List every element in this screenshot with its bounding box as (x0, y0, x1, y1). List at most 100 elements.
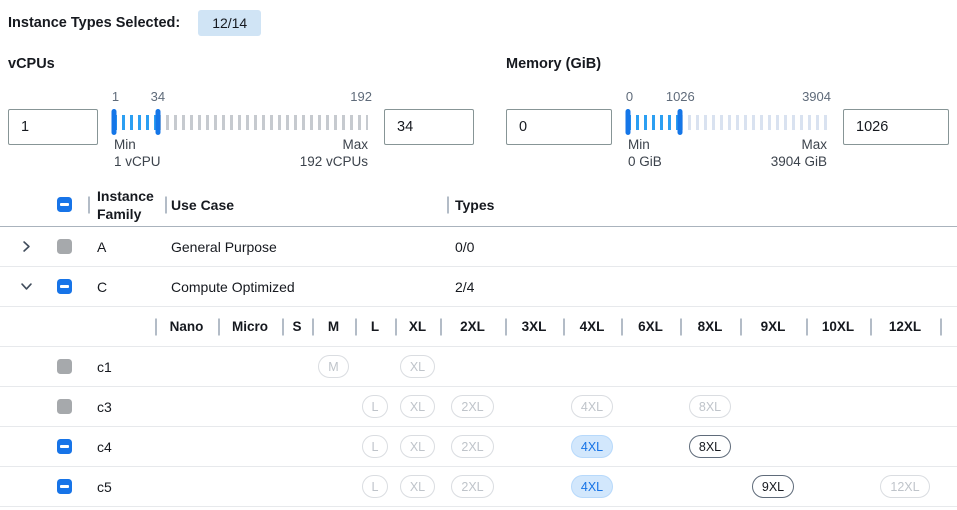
family-use-case: Compute Optimized (171, 278, 295, 295)
size-badge-c4-8xl[interactable]: 8XL (688, 435, 732, 458)
memory-range-slider[interactable]: 0 1026 3904 Min 0 GiB Max (625, 89, 831, 170)
selected-count-badge: 12/14 (198, 10, 262, 36)
vcpus-max-sub: 192 vCPUs (299, 154, 368, 169)
filters-section: vCPUs 1 34 192 Min 1 vCPU (0, 56, 957, 170)
chevron-down-icon[interactable] (20, 280, 33, 293)
size-column-header-micro: Micro (218, 319, 282, 334)
vcpus-slider-inactive-ticks (157, 114, 368, 130)
size-cell-c4-8xl: 8XL (680, 435, 740, 458)
vcpus-slider-value-label: 34 (150, 89, 166, 104)
size-cell-c4-xl: XL (395, 435, 440, 458)
vcpus-range-slider[interactable]: 1 34 192 Min 1 vCPU Max (111, 89, 372, 170)
size-column-header-9xl: 9XL (740, 319, 806, 334)
vcpus-slider-min-label: 1 (111, 89, 120, 104)
column-header-instance-family: Instance Family (88, 187, 165, 223)
size-badge-c3-xl: XL (399, 395, 436, 418)
vcpus-min-title: Min (114, 137, 136, 152)
instance-name-c5: c5 (97, 478, 112, 495)
size-badge-c4-4xl[interactable]: 4XL (570, 435, 614, 458)
size-column-header-8xl: 8XL (680, 319, 740, 334)
size-badge-c3-2xl: 2XL (451, 395, 494, 418)
memory-slider-active-ticks (628, 114, 681, 130)
checkbox-cell (40, 399, 88, 414)
vcpus-max-input[interactable] (384, 109, 474, 145)
size-badge-c5-2xl: 2XL (451, 475, 494, 498)
vcpus-slider-left-handle[interactable] (111, 109, 117, 135)
vcpus-slider-active-ticks (114, 114, 158, 130)
instance-row-c4: c4 L XL 2XL 4XL 8XL (0, 427, 957, 467)
memory-slider-right-handle[interactable] (677, 109, 683, 135)
family-row-a[interactable]: A General Purpose 0/0 (0, 227, 957, 267)
checkbox-c4[interactable] (57, 439, 72, 454)
memory-min-input[interactable] (506, 109, 612, 145)
size-cell-c3-l: L (355, 395, 395, 418)
checkbox-c1 (57, 359, 72, 374)
size-column-header-s: S (282, 319, 312, 334)
selection-summary-bar: Instance Types Selected: 12/14 (0, 0, 957, 36)
checkbox-cell (40, 439, 88, 454)
select-all-checkbox[interactable] (57, 197, 72, 212)
memory-min-sub: 0 GiB (628, 154, 662, 169)
size-column-header-6xl: 6XL (621, 319, 680, 334)
memory-slider-min-label: 0 (625, 89, 634, 104)
selected-types-label: Instance Types Selected: (8, 15, 181, 31)
checkbox-family-c[interactable] (57, 279, 72, 294)
size-badge-c5-4xl[interactable]: 4XL (570, 475, 614, 498)
family-letter: A (97, 238, 107, 255)
size-badge-c4-xl: XL (399, 435, 436, 458)
family-row-c[interactable]: C Compute Optimized 2/4 (0, 267, 957, 307)
size-column-header-4xl: 4XL (563, 319, 621, 334)
size-cell-c3-xl: XL (395, 395, 440, 418)
size-column-header-12xl: 12XL (870, 319, 940, 334)
vcpus-min-sub: 1 vCPU (114, 154, 161, 169)
size-column-header-xl: XL (395, 319, 440, 334)
size-badge-c1-xl: XL (399, 355, 436, 378)
size-column-header-2xl: 2XL (440, 319, 505, 334)
instance-family-table: Instance Family Use Case Types A General… (0, 183, 957, 507)
size-cell-c5-l: L (355, 475, 395, 498)
size-cell-c5-2xl: 2XL (440, 475, 505, 498)
size-badge-c4-l: L (361, 435, 389, 458)
size-cell-c4-l: L (355, 435, 395, 458)
vcpus-slider-labels: 1 34 192 (111, 89, 372, 109)
checkbox-c3 (57, 399, 72, 414)
size-badge-c3-l: L (361, 395, 389, 418)
size-cell-c3-8xl: 8XL (680, 395, 740, 418)
memory-label: Memory (GiB) (506, 56, 602, 72)
size-column-header-nano: Nano (155, 319, 218, 334)
vcpus-min-input[interactable] (8, 109, 98, 145)
memory-slider-value-label: 1026 (665, 89, 695, 104)
size-badge-c5-l: L (361, 475, 389, 498)
memory-min-title: Min (628, 137, 650, 152)
table-header-row: Instance Family Use Case Types (0, 183, 957, 227)
size-cell-c1-xl: XL (395, 355, 440, 378)
vcpus-filter: vCPUs 1 34 192 Min 1 vCPU (8, 56, 474, 170)
size-cell-c5-xl: XL (395, 475, 440, 498)
size-cell-c5-4xl: 4XL (563, 475, 621, 498)
memory-slider-inactive-ticks (680, 114, 827, 130)
vcpus-slider-track (111, 109, 368, 135)
memory-slider-left-handle[interactable] (625, 109, 631, 135)
size-cell-c3-2xl: 2XL (440, 395, 505, 418)
chevron-right-icon[interactable] (20, 240, 33, 253)
memory-slider-max-label: 3904 (802, 89, 831, 104)
vcpus-slider-right-handle[interactable] (155, 109, 161, 135)
vcpus-max-title: Max (342, 137, 368, 152)
size-badge-c3-4xl: 4XL (570, 395, 614, 418)
checkbox-c5[interactable] (57, 479, 72, 494)
memory-max-input[interactable] (843, 109, 949, 145)
size-cell-c4-4xl: 4XL (563, 435, 621, 458)
family-types-count: 2/4 (455, 278, 475, 295)
checkbox-family-a (57, 239, 72, 254)
size-cell-c5-9xl: 9XL (740, 475, 806, 498)
vcpus-slider-max-label: 192 (350, 89, 372, 104)
column-header-types: Types (447, 197, 957, 213)
size-badge-c4-2xl: 2XL (451, 435, 494, 458)
size-column-header-10xl: 10XL (806, 319, 870, 334)
memory-slider-track (625, 109, 827, 135)
column-header-use-case: Use Case (165, 197, 447, 213)
size-badge-c5-9xl[interactable]: 9XL (751, 475, 795, 498)
size-badge-c1-m: M (318, 355, 349, 378)
size-cell-c5-12xl: 12XL (870, 475, 940, 498)
family-use-case: General Purpose (171, 238, 277, 255)
